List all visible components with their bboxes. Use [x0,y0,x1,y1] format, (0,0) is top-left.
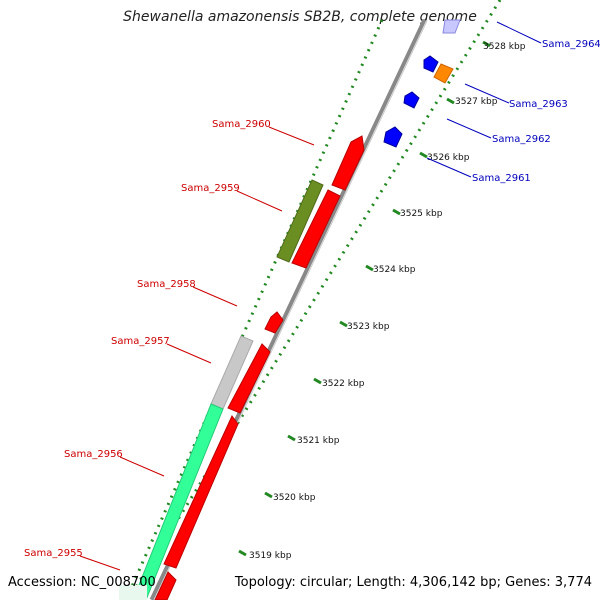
outer-dotted-track [126,0,502,600]
cds-sama-2962 [403,91,420,109]
tick-label-3519: 3519 kbp [249,551,292,561]
map-title: Shewanella amazonensis SB2B, complete ge… [123,9,477,25]
cds-sama-2958 [264,311,284,334]
feature-aqua [132,403,224,600]
tick-label-3523: 3523 kbp [347,322,390,332]
gene-label-sama-2957: Sama_2957 [111,336,170,347]
gene-label-sama-2964: Sama_2964 [542,39,600,50]
cds-sama-2961 [383,126,403,148]
cds-sama-2957 [227,343,271,414]
cds-sama-2963-small [423,55,439,73]
feature-aqua-tail [119,585,147,600]
tick-labels: 3519 kbp 3520 kbp 3521 kbp 3522 kbp 3523… [249,42,526,561]
cds-sama-2960 [331,135,365,191]
accession-text: Accession: NC_008700 [8,575,156,590]
gene-label-sama-2962: Sama_2962 [492,134,551,145]
reverse-outer-features [119,179,324,600]
gene-label-sama-2961: Sama_2961 [472,173,531,184]
cds-sama-2955 [154,571,177,600]
tick-label-3528: 3528 kbp [483,42,526,52]
gene-label-sama-2959: Sama_2959 [181,183,240,194]
feature-sama-2963 [433,63,454,84]
tick-label-3521: 3521 kbp [297,436,340,446]
tick-label-3525: 3525 kbp [400,209,443,219]
reverse-cds-features [154,135,365,600]
right-gene-labels: Sama_2964 Sama_2963 Sama_2962 Sama_2961 [426,21,600,184]
gene-label-sama-2960: Sama_2960 [212,119,271,130]
tick-label-3522: 3522 kbp [322,379,365,389]
tick-label-3520: 3520 kbp [273,493,316,503]
topology-text: Topology: circular; Length: 4,306,142 bp… [234,575,592,590]
feature-sama-2964 [442,19,461,34]
feature-olive [276,179,324,263]
tick-label-3524: 3524 kbp [373,265,416,275]
cds-sama-2959 [291,189,341,269]
gene-label-sama-2963: Sama_2963 [509,99,568,110]
cds-sama-2956 [163,415,239,569]
scale-ticks [238,40,491,557]
inner-dotted-track [124,19,384,600]
forward-features [383,19,461,148]
gene-label-sama-2958: Sama_2958 [137,279,196,290]
gene-label-sama-2955: Sama_2955 [24,548,83,559]
tick-label-3527: 3527 kbp [455,97,498,107]
left-gene-labels: Sama_2960 Sama_2959 Sama_2958 Sama_2957 … [24,119,315,571]
gene-label-sama-2956: Sama_2956 [64,449,123,460]
tick-label-3526: 3526 kbp [427,153,470,163]
